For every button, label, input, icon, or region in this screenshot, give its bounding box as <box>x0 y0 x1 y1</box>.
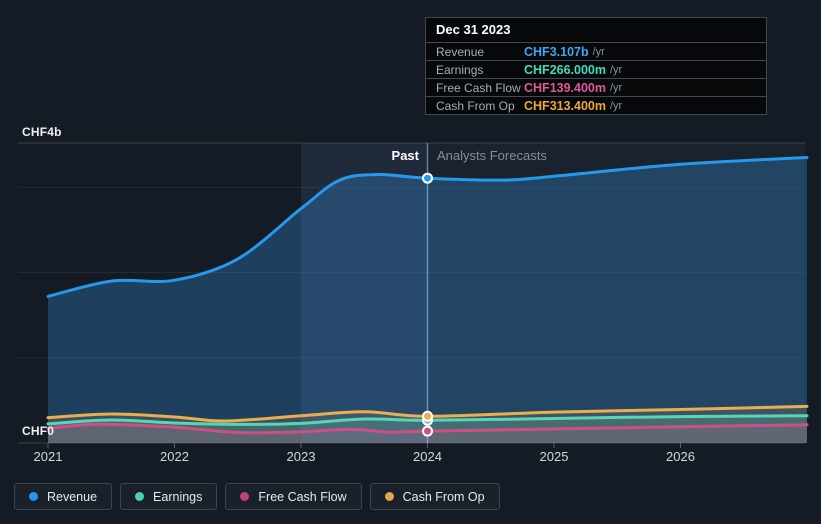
line-earnings <box>46 414 809 426</box>
tooltip-row: Cash From Op CHF313.400m/yr <box>426 96 766 114</box>
analysts-forecasts-label: Analysts Forecasts <box>437 148 547 163</box>
legend-label: Cash From Op <box>402 489 485 504</box>
x-axis-label-2025: 2025 <box>539 449 569 464</box>
tooltip-row-value: CHF266.000m <box>524 62 606 77</box>
tooltip-row-unit: /yr <box>610 81 623 94</box>
y-axis-label-top: CHF4b <box>22 125 62 139</box>
x-axis-label-2023: 2023 <box>286 449 316 464</box>
legend-label: Revenue <box>47 489 98 504</box>
legend-item-cash-from-op[interactable]: Cash From Op <box>369 483 500 510</box>
line-revenue <box>46 156 809 298</box>
legend-dot-icon <box>29 492 38 501</box>
past-label: Past <box>391 148 419 163</box>
tooltip-row-unit: /yr <box>592 45 605 58</box>
x-axis-label-2026: 2026 <box>666 449 695 464</box>
tooltip-row-label: Cash From Op <box>436 98 515 113</box>
x-axis-label-2024: 2024 <box>413 449 442 464</box>
marker-free-cash-flow <box>422 425 433 437</box>
legend-dot-icon <box>135 492 145 501</box>
marker-cash-from-op <box>422 410 433 422</box>
marker-revenue <box>422 172 433 184</box>
line-free-cash-flow <box>46 422 809 435</box>
forecast-region-band <box>427 143 805 443</box>
legend-item-revenue[interactable]: Revenue <box>14 483 113 510</box>
legend-dot-icon <box>240 492 250 501</box>
legend-item-free-cash-flow[interactable]: Free Cash Flow <box>225 483 362 510</box>
tooltip-rows: Revenue CHF3.107b/yr Earnings CHF266.000m/y… <box>426 42 766 114</box>
tooltip-row-unit: /yr <box>610 99 623 112</box>
y-axis-label-zero: CHF0 <box>22 424 55 438</box>
tooltip-row-value: CHF313.400m <box>524 98 606 113</box>
tooltip-row-value: CHF139.400m <box>524 80 606 95</box>
x-axis-label-2021: 2021 <box>33 449 63 464</box>
tooltip-row-label: Earnings <box>436 62 484 77</box>
tooltip-row: Revenue CHF3.107b/yr <box>426 42 766 60</box>
legend-label: Free Cash Flow <box>258 489 347 504</box>
x-axis-label-2022: 2022 <box>160 449 189 464</box>
tooltip-row-value: CHF3.107b <box>524 44 589 59</box>
line-cash-from-op <box>46 404 809 423</box>
tooltip-row-label: Revenue <box>436 44 485 59</box>
tooltip-row-label: Free Cash Flow <box>436 80 521 95</box>
tooltip-date: Dec 31 2023 <box>436 22 511 37</box>
legend-item-earnings[interactable]: Earnings <box>120 483 218 510</box>
tooltip-row-unit: /yr <box>610 63 623 76</box>
past-year-highlight-band <box>301 143 428 443</box>
legend-label: Earnings <box>153 489 203 504</box>
chart-tooltip: Dec 31 2023 Revenue CHF3.107b/yr Earnings C… <box>425 17 767 115</box>
legend-dot-icon <box>384 492 394 501</box>
tooltip-row: Earnings CHF266.000m/yr <box>426 60 766 78</box>
chart-legend: Revenue Earnings Free Cash Flow Cash From O… <box>14 483 500 510</box>
tooltip-row: Free Cash Flow CHF139.400m/yr <box>426 78 766 96</box>
